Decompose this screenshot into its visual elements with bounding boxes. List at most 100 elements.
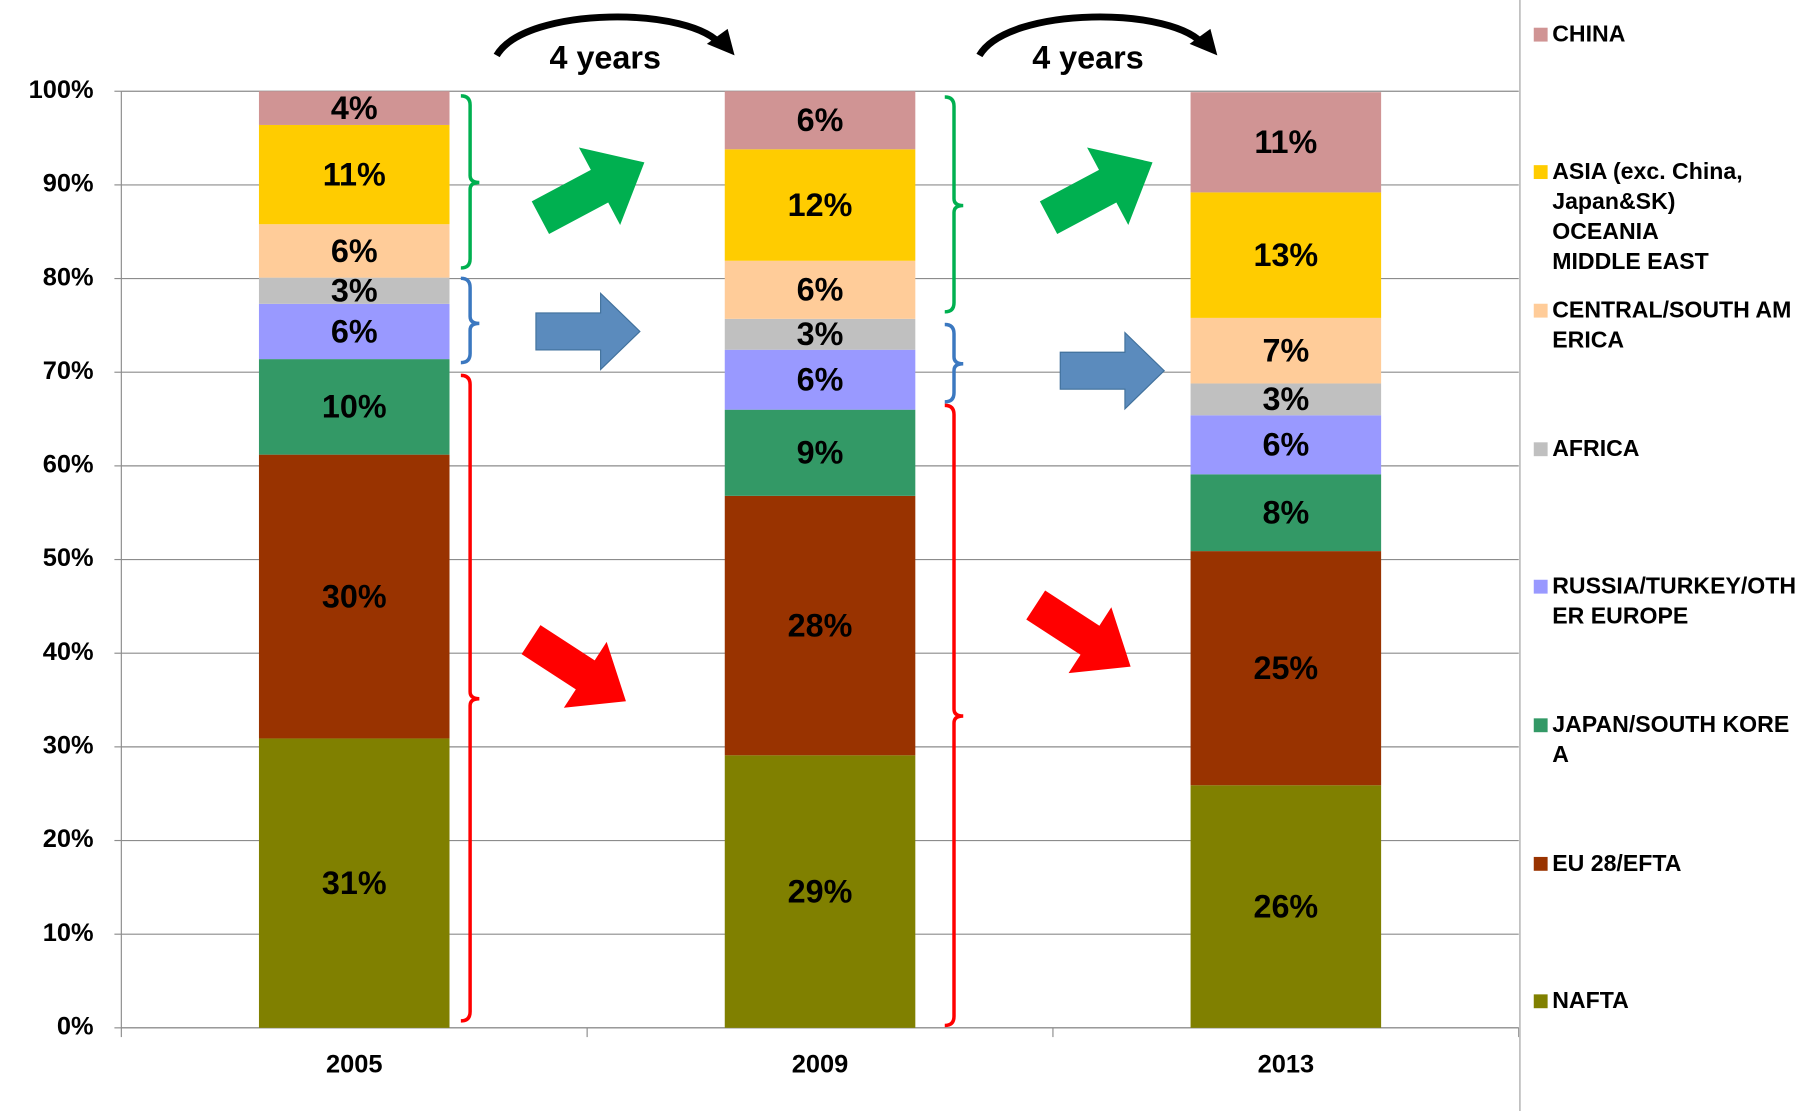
annotation: 4 years [549,40,660,76]
arrow-head [1189,28,1218,56]
arrow-head [706,28,735,56]
data-label: 26% [1253,888,1318,924]
curved-arrow [976,13,1208,58]
bar-segment [258,91,450,125]
data-label: 29% [788,873,853,909]
legend-label: NAFTA [1552,988,1629,1014]
data-label: 6% [1262,427,1309,463]
data-label: 6% [331,233,378,269]
legend: CHINA ASIA (exc. China, Japan&SK) OCEANIA… [1520,0,1811,1111]
y-tick-label: 60% [43,451,94,479]
x-tick-label: 2009 [792,1051,848,1079]
bar-segment [1190,474,1382,552]
y-tick-label: 30% [43,732,94,760]
bar-segment [724,91,916,150]
bar-segment [724,755,916,1028]
y-tick-label: 100% [29,76,94,104]
y-tick-label: 80% [43,263,94,291]
data-label: 4% [331,90,378,126]
x-tick-label: 2005 [326,1051,382,1079]
legend-item: CENTRAL/SOUTH AMERICA [1533,296,1800,356]
red-arrow [521,625,626,708]
y-tick-label: 10% [43,919,94,947]
green-arrow [531,147,645,234]
data-label: 6% [331,313,378,349]
legend-label: RUSSIA/TURKEY/OTHER EUROPE [1552,573,1797,630]
legend-item: ASIA (exc. China, Japan&SK) OCEANIA MIDD… [1533,157,1800,277]
annotation: 4 years [1032,40,1143,76]
x-tick-label: 2013 [1258,1051,1314,1079]
bar-segment [1190,785,1382,1028]
data-label: 9% [797,435,844,471]
bar-segment [1190,317,1382,384]
data-label: 31% [322,865,387,901]
data-label: 13% [1253,237,1318,273]
legend-swatch [1533,442,1548,457]
bar-segment [724,349,916,410]
data-label: 3% [1262,381,1309,417]
data-label: 12% [788,187,853,223]
y-tick-label: 20% [43,825,94,853]
legend-item: EU 28/EFTA [1533,849,1800,879]
bracket [460,373,480,1023]
y-tick-label: 50% [43,544,94,572]
legend-swatch [1533,165,1548,180]
data-label: 11% [323,156,386,192]
data-label: 6% [797,102,844,138]
red-arrow [1026,590,1131,674]
bar-segment [258,454,450,739]
legend-item: AFRICA [1533,434,1800,464]
bar-segment [1190,383,1382,416]
data-label: 7% [1262,333,1309,369]
bar-segment [724,260,916,319]
bar-segment [258,277,450,304]
bar-segment [724,409,916,496]
legend-swatch [1533,303,1548,318]
legend-swatch [1533,718,1548,733]
bracket [944,403,964,1028]
legend-item: CHINA [1533,20,1800,50]
legend-label: AFRICA [1552,436,1640,462]
data-label: 8% [1262,495,1309,531]
bracket [460,276,480,365]
legend-swatch [1533,856,1548,871]
legend-swatch [1533,994,1548,1009]
data-label: 3% [331,273,378,309]
legend-item: NAFTA [1533,986,1800,1016]
bar-segment [1190,92,1382,193]
legend-label: ASIA (exc. China, Japan&SK) OCEANIA MIDD… [1552,159,1743,275]
legend-label: CENTRAL/SOUTH AMERICA [1552,297,1792,354]
legend-label: CHINA [1552,21,1626,48]
legend-item: JAPAN/SOUTH KOREA [1533,710,1800,770]
bar-segment [258,124,450,225]
data-label: 28% [788,607,853,643]
bar-segment [1190,415,1382,475]
bracket [944,322,964,404]
legend-swatch [1533,27,1548,42]
bar-segment [258,359,450,455]
bar-segment [258,224,450,278]
bar-segment [724,495,916,756]
bars: 2005 31% 30% 10% 6% 3% 6% 11% 4% 2009 29% 28% 9% 6% 3%… [258,90,1382,1079]
data-label: 10% [322,389,387,425]
y-tick-label: 70% [43,357,94,385]
data-label: 25% [1253,650,1318,686]
bar-segment [724,149,916,261]
green-arrow [1039,147,1153,234]
bracket [944,95,964,314]
y-tick-label: 40% [43,638,94,666]
data-label: 3% [797,316,844,352]
decorations [493,13,1218,708]
legend-container: CHINA ASIA (exc. China, Japan&SK) OCEANIA… [1520,0,1811,1111]
legend-swatch [1533,579,1548,594]
legend-item: RUSSIA/TURKEY/OTHER EUROPE [1533,572,1800,632]
blue-arrow [535,291,641,371]
legend-label: JAPAN/SOUTH KOREA [1552,712,1790,768]
y-tick-label: 0% [57,1013,94,1041]
bar-segment [724,318,916,350]
bar-segment [258,738,450,1028]
y-tick-label: 90% [43,170,94,198]
bar-segment [258,303,450,360]
bar-segment [1190,192,1382,318]
